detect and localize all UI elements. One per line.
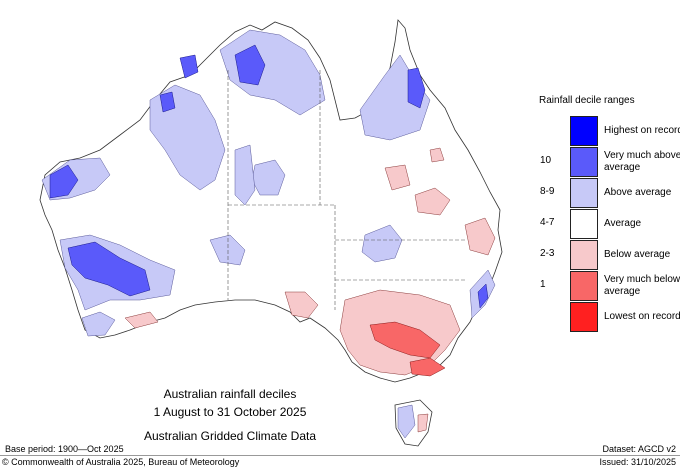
legend-label: Above average <box>604 187 672 198</box>
tasmania-below-average <box>417 413 429 433</box>
legend-label: Very much below average <box>604 274 680 297</box>
very-much-below-regions <box>369 321 446 377</box>
legend-label: Below average <box>604 249 671 260</box>
legend-key: 10 <box>540 155 552 166</box>
legend-key: 1 <box>540 279 546 290</box>
legend-label: Highest on record <box>604 125 680 136</box>
legend-row-very-much-above: 10 Very much above average <box>540 147 680 177</box>
map-title-line3: Australian Gridded Climate Data <box>143 429 317 443</box>
legend-swatch <box>570 240 598 270</box>
base-period: Base period: 1900—Oct 2025 <box>5 444 124 454</box>
legend-swatch <box>570 147 598 177</box>
map-title-line1: Australian rainfall deciles <box>163 387 297 401</box>
legend-title: Rainfall decile ranges <box>539 95 635 106</box>
legend-label: Lowest on record <box>604 311 680 322</box>
legend-row-very-much-below: 1 Very much below average <box>540 271 680 301</box>
issued-date: Issued: 31/10/2025 <box>599 457 676 467</box>
legend-row-above: 8-9 Above average <box>540 178 680 208</box>
copyright: © Commonwealth of Australia 2025, Bureau… <box>2 457 240 467</box>
legend-swatch <box>570 178 598 208</box>
legend-swatch <box>570 271 598 301</box>
state-borders <box>227 70 465 310</box>
legend-swatch <box>570 116 598 146</box>
legend-row-below: 2-3 Below average <box>540 240 680 270</box>
legend-key: 2-3 <box>540 248 555 259</box>
legend-label: Average <box>604 218 642 229</box>
legend-key: 8-9 <box>540 186 555 197</box>
footer-divider <box>0 455 680 456</box>
very-much-above-regions <box>49 44 489 309</box>
map-title-line2: 1 August to 31 October 2025 <box>153 405 307 419</box>
legend-label: Very much above average <box>604 150 680 173</box>
legend-row-highest: Highest on record <box>540 116 680 146</box>
legend-row-lowest: Lowest on record <box>540 302 680 332</box>
legend-row-average: 4-7 Average <box>540 209 680 239</box>
legend-key: 4-7 <box>540 217 555 228</box>
legend-swatch <box>570 209 598 239</box>
dataset-label: Dataset: AGCD v2 <box>602 444 676 454</box>
tasmania-above-average <box>397 404 416 439</box>
legend-swatch <box>570 302 598 332</box>
